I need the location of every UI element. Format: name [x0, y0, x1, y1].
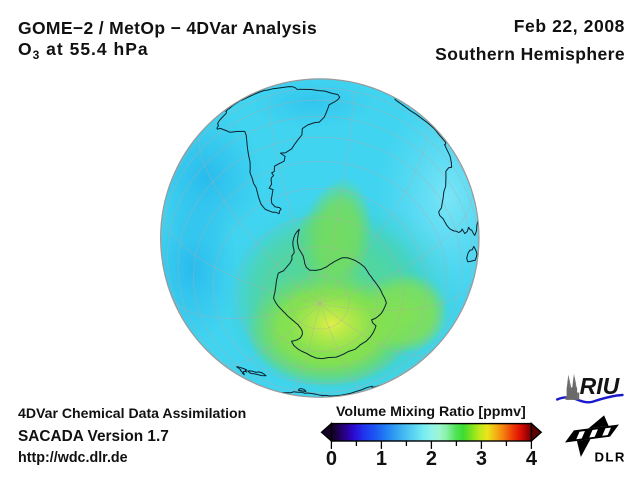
- svg-text:RIU: RIU: [580, 373, 621, 399]
- svg-text:DLR: DLR: [595, 450, 626, 465]
